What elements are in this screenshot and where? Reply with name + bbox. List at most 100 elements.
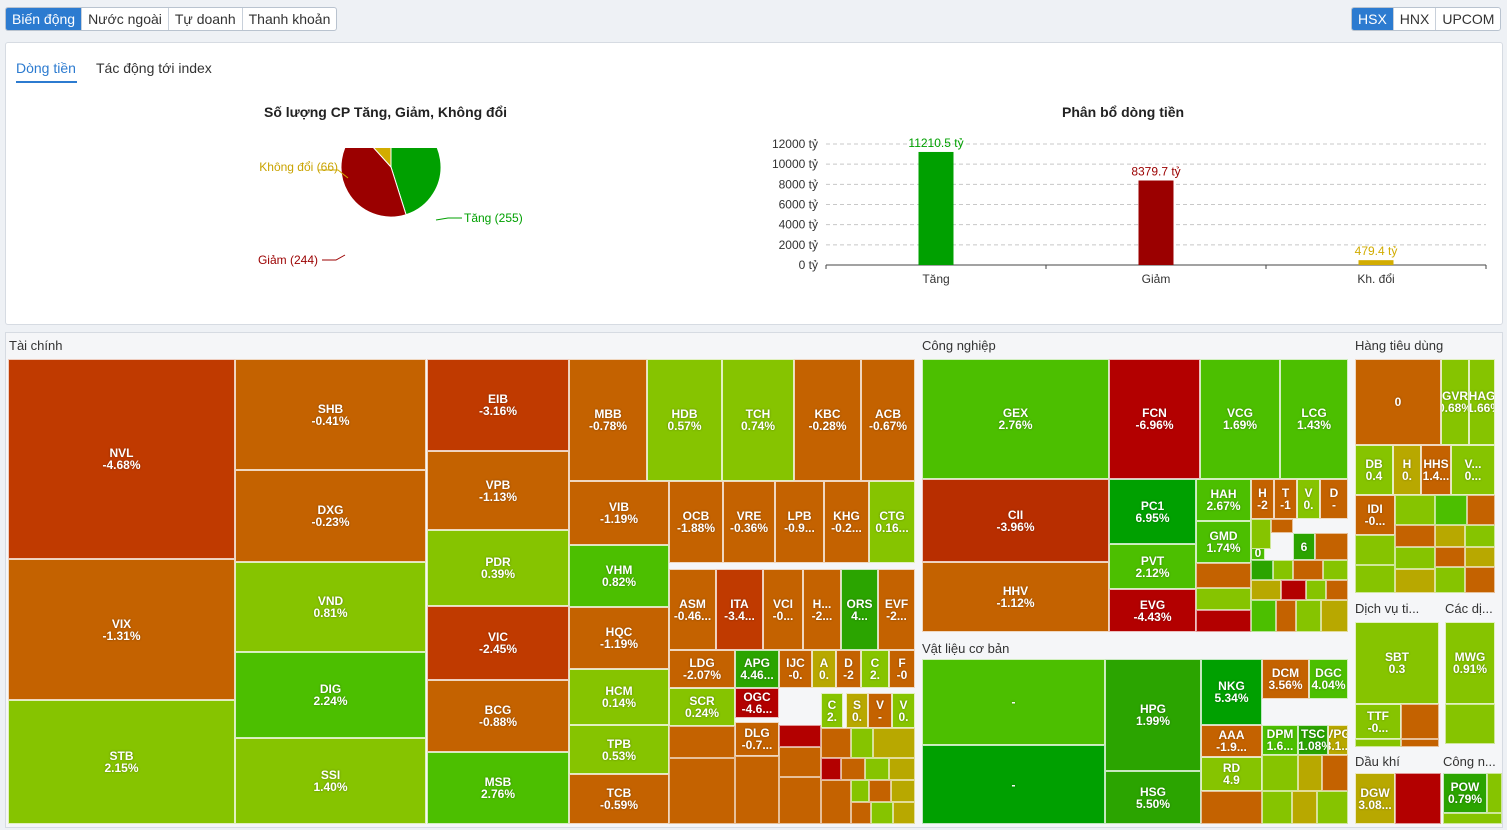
stock-tile[interactable]: F -0 xyxy=(889,650,915,688)
stock-tile[interactable]: TSC-1.08% xyxy=(1298,725,1328,755)
small-stock-tile[interactable] xyxy=(869,780,891,802)
small-stock-tile[interactable] xyxy=(821,728,851,758)
small-stock-tile[interactable] xyxy=(1273,560,1293,580)
stock-tile[interactable]: S 0. xyxy=(846,693,868,728)
tab-dong-tien[interactable]: Dòng tiền xyxy=(16,60,76,76)
small-stock-tile[interactable] xyxy=(1443,813,1502,824)
stock-tile[interactable]: VIC -2.45% xyxy=(427,606,569,680)
stock-tile[interactable]: C 2. xyxy=(861,650,889,688)
stock-tile[interactable]: LDG -2.07% xyxy=(669,650,735,688)
small-stock-tile[interactable] xyxy=(1445,704,1495,744)
small-stock-tile[interactable] xyxy=(1196,588,1251,610)
small-stock-tile[interactable] xyxy=(1296,600,1321,632)
small-stock-tile[interactable] xyxy=(1298,755,1322,791)
stock-tile[interactable]: D- xyxy=(1320,479,1348,519)
stock-tile[interactable]: DIG 2.24% xyxy=(235,652,426,738)
stock-tile[interactable]: TCH 0.74% xyxy=(722,359,794,481)
small-stock-tile[interactable] xyxy=(865,758,889,780)
stock-tile[interactable]: V 0. xyxy=(1297,479,1320,519)
stock-tile[interactable]: HPG 1.99% xyxy=(1105,659,1201,771)
small-stock-tile[interactable] xyxy=(1322,755,1348,791)
stock-tile[interactable]: TCB -0.59% xyxy=(569,774,669,824)
stock-tile[interactable]: LPB -0.9... xyxy=(775,481,824,563)
small-stock-tile[interactable] xyxy=(1395,773,1441,824)
small-stock-tile[interactable] xyxy=(821,758,841,780)
stock-tile[interactable]: ASM -0.46... xyxy=(669,569,716,650)
small-stock-tile[interactable] xyxy=(1251,560,1273,580)
stock-tile[interactable]: APG 4.46... xyxy=(735,650,779,688)
stock-tile[interactable]: CTG 0.16... xyxy=(869,481,915,563)
stock-tile[interactable]: SSI 1.40% xyxy=(235,738,426,824)
stock-tile[interactable]: BCG -0.88% xyxy=(427,680,569,752)
stock-tile[interactable]: 6 xyxy=(1293,533,1315,560)
bar[interactable] xyxy=(1138,180,1174,265)
small-stock-tile[interactable] xyxy=(779,747,821,777)
stock-tile[interactable]: DGC 4.04% xyxy=(1309,659,1348,699)
stock-tile[interactable]: H -2 xyxy=(1251,479,1274,519)
stock-tile[interactable]: DGW 3.08... xyxy=(1355,773,1395,824)
small-stock-tile[interactable] xyxy=(669,758,735,824)
small-stock-tile[interactable] xyxy=(1281,580,1306,600)
stock-tile[interactable]: OCB -1.88% xyxy=(669,481,723,563)
small-stock-tile[interactable] xyxy=(893,802,915,824)
stock-tile[interactable]: KBC -0.28% xyxy=(794,359,861,481)
stock-tile[interactable]: V 0. xyxy=(892,693,915,728)
small-stock-tile[interactable] xyxy=(1321,600,1348,632)
stock-tile[interactable]: VPG3.1... xyxy=(1328,725,1348,755)
stock-tile[interactable]: HAG-1.66% xyxy=(1469,359,1495,445)
small-stock-tile[interactable] xyxy=(891,780,915,802)
small-stock-tile[interactable] xyxy=(669,726,735,758)
stock-tile[interactable]: VHM 0.82% xyxy=(569,545,669,607)
stock-tile[interactable]: CII -3.96% xyxy=(922,479,1109,562)
small-stock-tile[interactable] xyxy=(1251,519,1271,549)
small-stock-tile[interactable] xyxy=(1262,791,1292,824)
stock-tile[interactable]: PC1 6.95% xyxy=(1109,479,1196,544)
stock-tile[interactable]: HCM 0.14% xyxy=(569,669,669,725)
stock-tile[interactable]: H... -2... xyxy=(803,569,841,650)
pie-slice[interactable] xyxy=(390,148,442,216)
small-stock-tile[interactable] xyxy=(1395,569,1435,593)
small-stock-tile[interactable] xyxy=(851,802,871,824)
small-stock-tile[interactable] xyxy=(1271,519,1293,533)
tab-thanh-khoan[interactable]: Thanh khoản xyxy=(248,11,331,27)
small-stock-tile[interactable] xyxy=(1465,525,1495,547)
small-stock-tile[interactable] xyxy=(1465,567,1495,593)
small-stock-tile[interactable] xyxy=(1262,755,1298,791)
small-stock-tile[interactable] xyxy=(1276,600,1296,632)
small-stock-tile[interactable] xyxy=(1251,600,1276,632)
stock-tile[interactable]: FCN -6.96% xyxy=(1109,359,1200,479)
stock-tile[interactable]: DPM 1.6... xyxy=(1262,725,1298,755)
small-stock-tile[interactable] xyxy=(851,780,869,802)
stock-tile[interactable]: DLG -0.7... xyxy=(735,722,779,756)
stock-tile[interactable]: EVF -2... xyxy=(878,569,915,650)
stock-tile[interactable]: PVT 2.12% xyxy=(1109,544,1196,589)
small-stock-tile[interactable] xyxy=(1467,495,1495,525)
stock-tile[interactable]: EVG -4.43% xyxy=(1109,589,1196,632)
small-stock-tile[interactable] xyxy=(1323,560,1348,580)
stock-tile[interactable]: GEX 2.76% xyxy=(922,359,1109,479)
stock-tile[interactable]: MWG 0.91% xyxy=(1445,622,1495,704)
small-stock-tile[interactable] xyxy=(1326,580,1348,600)
small-stock-tile[interactable] xyxy=(1292,791,1317,824)
stock-tile[interactable]: RD 4.9 xyxy=(1201,757,1262,791)
stock-tile[interactable]: HHV -1.12% xyxy=(922,562,1109,632)
stock-tile[interactable]: LCG 1.43% xyxy=(1280,359,1348,479)
stock-tile[interactable]: T -1 xyxy=(1274,479,1297,519)
stock-tile[interactable]: HDB 0.57% xyxy=(647,359,722,481)
stock-tile[interactable]: - xyxy=(922,659,1105,745)
small-stock-tile[interactable] xyxy=(1395,495,1435,525)
stock-tile[interactable]: SCR 0.24% xyxy=(669,688,735,726)
bar[interactable] xyxy=(1358,260,1394,265)
stock-tile[interactable]: C 2. xyxy=(821,693,843,728)
small-stock-tile[interactable] xyxy=(735,756,779,824)
small-stock-tile[interactable] xyxy=(1435,567,1465,593)
tab-bien-dong[interactable]: Biến động xyxy=(6,8,83,30)
stock-tile[interactable]: VCG 1.69% xyxy=(1200,359,1280,479)
stock-tile[interactable]: TTF -0... xyxy=(1355,704,1401,739)
stock-tile[interactable]: SHB -0.41% xyxy=(235,359,426,470)
stock-tile[interactable]: ACB -0.67% xyxy=(861,359,915,481)
stock-tile[interactable]: NVL -4.68% xyxy=(8,359,235,559)
stock-tile[interactable]: TPB 0.53% xyxy=(569,725,669,774)
stock-tile[interactable]: PDR 0.39% xyxy=(427,530,569,606)
small-stock-tile[interactable] xyxy=(779,777,821,824)
